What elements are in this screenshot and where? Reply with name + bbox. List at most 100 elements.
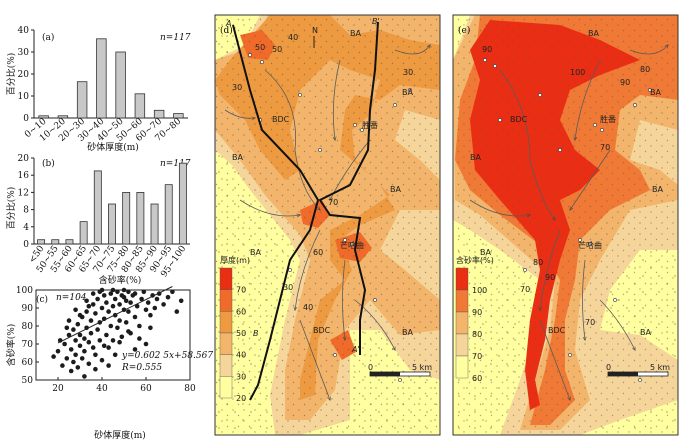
scatter-point bbox=[82, 336, 87, 341]
panel-b-label: (b) bbox=[42, 158, 55, 169]
panel-b: (b) n=117 百分比(%) 含砂率(%) 048121620<5050~5… bbox=[5, 154, 191, 286]
scatter-point bbox=[139, 296, 144, 302]
legend-swatch bbox=[219, 332, 233, 355]
map-e-place-2: 芒哈曲 bbox=[578, 240, 602, 250]
map-d-section-b2: B' bbox=[372, 17, 380, 26]
scatter-point bbox=[110, 338, 116, 343]
map-e-scale-bar: 0 5 km bbox=[606, 363, 670, 377]
x-tick-label: 20 bbox=[52, 384, 64, 394]
bar bbox=[79, 221, 88, 245]
map-d-area-5: BA bbox=[250, 248, 261, 257]
scatter-point bbox=[126, 329, 131, 334]
scatter-point bbox=[88, 330, 94, 336]
scatter-point bbox=[104, 300, 109, 305]
y-tick-label: 0 bbox=[23, 240, 29, 250]
bar bbox=[153, 109, 165, 119]
scatter-point bbox=[123, 320, 129, 325]
contour-label: 70 bbox=[328, 198, 338, 207]
scatter-point bbox=[101, 343, 107, 349]
scatter-point bbox=[86, 303, 92, 309]
scatter-point bbox=[121, 294, 127, 300]
contour-label: 50 bbox=[255, 43, 265, 52]
scatter-point bbox=[112, 352, 118, 358]
legend-tick-label: 80 bbox=[472, 330, 482, 339]
scatter-point bbox=[99, 287, 105, 293]
y-tick-label: 70 bbox=[22, 340, 34, 350]
scatter-point bbox=[79, 356, 85, 361]
map-d-section-a: A bbox=[225, 19, 231, 28]
map-d-contour-labels: 50 40 30 30 50 60 30 40 70 bbox=[232, 33, 413, 312]
map-d-area-8: BA bbox=[402, 328, 413, 337]
scatter-point bbox=[82, 374, 87, 379]
map-d: (d) N A B' B A' BA BA BA BA BA BDC BDC B… bbox=[214, 14, 441, 436]
scatter-point bbox=[128, 300, 133, 305]
scatter-point bbox=[62, 341, 67, 347]
scatter-point bbox=[110, 303, 116, 309]
contour-label: 30 bbox=[403, 68, 413, 77]
scatter-point bbox=[71, 359, 76, 365]
scatter-point bbox=[143, 307, 149, 313]
y-tick-label: 60 bbox=[22, 358, 34, 368]
x-tick-label: 80 bbox=[184, 384, 196, 394]
map-e-wells bbox=[483, 58, 652, 382]
contour-label: 70 bbox=[585, 318, 595, 327]
scatter-point bbox=[93, 311, 98, 316]
scatter-point bbox=[137, 323, 142, 329]
map-d-area-3: BA bbox=[402, 88, 413, 97]
map-e-panel-label: (e) bbox=[458, 25, 470, 36]
scatter-point bbox=[148, 312, 153, 318]
scatter-point bbox=[112, 296, 118, 302]
scatter-point bbox=[119, 334, 125, 340]
scatter-point bbox=[82, 348, 87, 354]
legend-tick-label: 70 bbox=[472, 352, 482, 361]
panel-b-axes: 048121620<5050~5555~6060~6565~7070~7575~… bbox=[18, 154, 190, 279]
map-e-area-7: BDC bbox=[548, 326, 566, 335]
legend-tick-label: 40 bbox=[236, 351, 246, 360]
scatter-point bbox=[106, 309, 111, 314]
scatter-point bbox=[132, 314, 138, 320]
map-e-place-1: 胜番 bbox=[600, 114, 616, 124]
scatter-point bbox=[90, 345, 96, 350]
scatter-point bbox=[132, 347, 138, 352]
scatter-point bbox=[106, 363, 111, 368]
map-d-panel-label: (d) bbox=[220, 25, 233, 36]
legend-tick-label: 60 bbox=[472, 374, 482, 383]
map-d-legend-title: 厚度(m) bbox=[220, 255, 250, 265]
bar bbox=[164, 184, 173, 245]
y-tick-label: 0 bbox=[23, 114, 29, 124]
scatter-point bbox=[68, 347, 74, 352]
contour-label: 30 bbox=[283, 283, 293, 292]
panel-c-equation: y=0.602 5x+58.567 bbox=[121, 351, 213, 361]
panel-c-r: R=0.555 bbox=[121, 363, 162, 373]
contour-label: 40 bbox=[303, 303, 313, 312]
contour-label: 70 bbox=[600, 143, 610, 152]
legend-tick-label: 20 bbox=[236, 394, 246, 403]
map-e-flow-lines bbox=[469, 45, 668, 400]
map-e-legend: 100 90 80 70 60 bbox=[455, 267, 487, 383]
scatter-point bbox=[134, 303, 140, 309]
contour-label: 40 bbox=[288, 33, 298, 42]
map-e-scale-end: 5 km bbox=[650, 363, 670, 372]
panel-b-xlabel: 含砂率(%) bbox=[99, 274, 142, 286]
bar bbox=[108, 203, 116, 245]
y-tick-label: 10 bbox=[18, 92, 30, 102]
map-d-section-lines bbox=[232, 21, 379, 401]
scatter-point bbox=[161, 302, 166, 307]
scatter-point bbox=[110, 287, 116, 293]
legend-swatch bbox=[219, 354, 233, 377]
contour-label: 80 bbox=[640, 65, 650, 74]
scatter-point bbox=[99, 357, 105, 363]
scatter-point bbox=[117, 318, 122, 323]
legend-swatch bbox=[219, 376, 233, 399]
panel-a-ylabel: 百分比(%) bbox=[5, 53, 17, 96]
bar bbox=[122, 191, 131, 245]
scatter-point bbox=[104, 332, 109, 338]
map-d-section-b: B bbox=[253, 329, 259, 338]
map-d-area-4: BA bbox=[390, 185, 401, 194]
panel-b-n: n=117 bbox=[160, 159, 191, 169]
scatter-point bbox=[143, 341, 149, 347]
legend-tick-label: 50 bbox=[236, 329, 246, 338]
scatter-point bbox=[123, 298, 129, 304]
scatter-point bbox=[137, 336, 142, 341]
panel-c-n: n=104 bbox=[56, 293, 87, 303]
